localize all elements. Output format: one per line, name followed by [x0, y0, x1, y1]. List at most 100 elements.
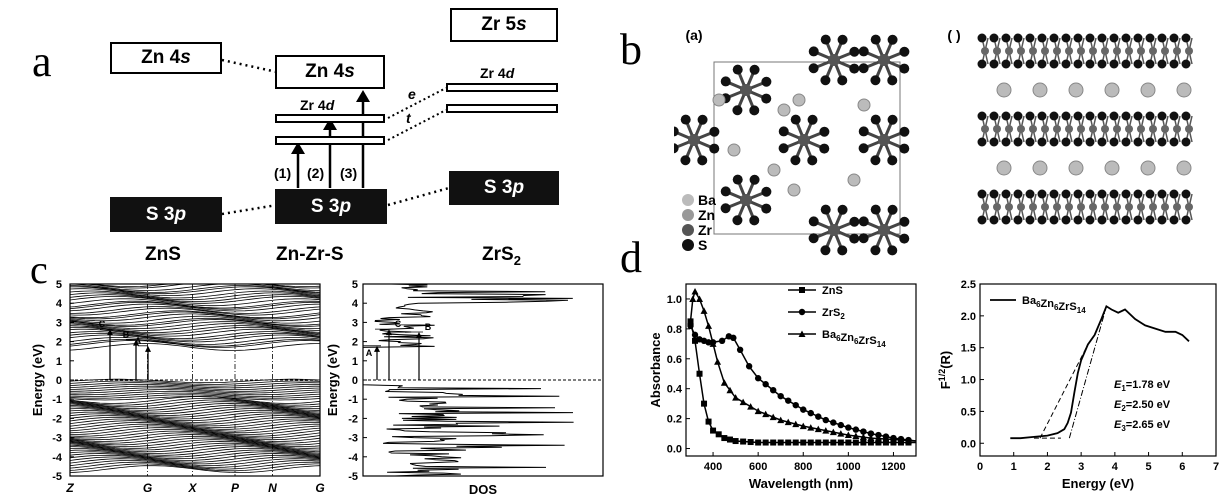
panel-label-a: a	[32, 37, 52, 86]
legend-atom-s	[682, 239, 694, 251]
barium-atom	[847, 173, 861, 187]
y-tick-label: 5	[56, 279, 62, 291]
barium-atom	[1032, 160, 1048, 176]
sulfur-atom	[870, 114, 881, 125]
zinc-atom	[1053, 203, 1061, 211]
data-point-2	[700, 307, 708, 314]
data-point-2	[814, 425, 822, 433]
sulfur-atom	[1145, 33, 1155, 43]
sulfur-atom	[1121, 59, 1131, 69]
plot-frame	[979, 283, 1217, 457]
sulfur-atom	[858, 46, 869, 57]
sulfur-atom	[1013, 189, 1023, 199]
band-line	[69, 307, 321, 316]
data-point-0	[785, 439, 792, 446]
data-point-0	[732, 438, 739, 445]
y-tick-label: 4	[56, 298, 63, 310]
y-tick-label: 0.0	[961, 438, 976, 450]
band-line	[69, 456, 321, 465]
y-tick-label: 0	[56, 375, 62, 387]
zr4d-e-level-center	[275, 114, 385, 123]
sulfur-atom	[1145, 111, 1155, 121]
band-line	[69, 319, 321, 327]
sulfur-atom	[808, 216, 819, 227]
zinc-atom	[1185, 125, 1193, 133]
sulfur-atom	[1013, 111, 1023, 121]
data-point-1	[807, 409, 814, 417]
data-point-2	[705, 322, 713, 329]
crystal-structure-image: (a) ( ) Ba Zn Zr S	[668, 27, 1218, 262]
e-label: e	[408, 86, 416, 102]
zr4d-label-center: Zr 4d	[300, 97, 335, 113]
zinc-atom	[1101, 203, 1109, 211]
sulfur-atom	[1061, 137, 1071, 147]
sulfur-atom	[749, 105, 760, 116]
barium-atom	[1140, 160, 1156, 176]
y-tick-label: -5	[348, 471, 358, 483]
band-line	[69, 315, 321, 324]
data-point-0	[692, 337, 699, 344]
y-tick-label: 3	[56, 317, 62, 329]
sulfur-atom	[899, 143, 910, 154]
x-tick-label: 1	[1011, 461, 1017, 473]
band-line	[70, 286, 321, 295]
sulfur-atom	[1085, 215, 1095, 225]
band-line	[69, 382, 321, 387]
band-line	[69, 283, 321, 291]
band-line	[69, 325, 321, 333]
x-tick-label: 1000	[836, 461, 860, 473]
kpoint-label: N	[268, 481, 277, 495]
data-point-1	[860, 428, 867, 435]
barium-atom	[767, 163, 781, 177]
y-axis-title: Energy (eV)	[30, 344, 45, 416]
zinc-atom	[1005, 203, 1013, 211]
legend-label-1: ZrS2	[822, 307, 845, 321]
legend-label-zr: Zr	[698, 222, 713, 238]
plot-frame	[685, 283, 917, 457]
zinc-atom	[798, 134, 810, 146]
crystal-label-a-partial: (a)	[685, 30, 702, 43]
sulfur-atom	[1001, 137, 1011, 147]
band-line	[69, 298, 321, 307]
zinc-atom	[1089, 203, 1097, 211]
dos-chart: -5 -4 -3 -2 -1 0 1 2 3 4 5 A C B DOS Energy (eV)	[325, 279, 604, 497]
sulfur-atom	[1181, 215, 1191, 225]
sulfur-atom	[1145, 189, 1155, 199]
legend-atom-zr	[682, 224, 694, 236]
kpoint-label: G	[315, 481, 324, 495]
band-line	[69, 296, 321, 304]
band-line	[69, 404, 321, 413]
sulfur-atom	[807, 114, 818, 125]
y-tick-label: 0.0	[667, 444, 682, 456]
sulfur-atom	[1085, 59, 1095, 69]
sulfur-atom	[1061, 215, 1071, 225]
zr4d-t-level-right	[446, 104, 558, 113]
sulfur-atom	[837, 75, 848, 86]
sulfur-atom	[1037, 111, 1047, 121]
sulfur-atom	[1133, 137, 1143, 147]
sulfur-atom	[1025, 59, 1035, 69]
band-line	[69, 423, 320, 432]
y-tick-label: 0.4	[667, 384, 683, 396]
data-point-1	[837, 421, 845, 429]
y-tick-label: -2	[52, 413, 62, 425]
band-line	[69, 439, 321, 447]
sulfur-atom	[870, 34, 881, 45]
sulfur-atom	[1169, 33, 1179, 43]
data-point-0	[830, 439, 837, 446]
data-point-0	[852, 439, 859, 446]
legend-atom-zn	[682, 209, 694, 221]
data-point-2	[889, 436, 897, 443]
barium-atom	[792, 93, 806, 107]
sulfur-atom	[1133, 215, 1143, 225]
sulfur-atom	[1049, 215, 1059, 225]
data-point-1	[815, 413, 822, 420]
sulfur-atom	[1181, 59, 1191, 69]
sulfur-atom	[977, 215, 987, 225]
material-zn-zr-s: Zn-Zr-S	[276, 244, 344, 265]
sulfur-atom	[808, 63, 819, 74]
band-line	[69, 465, 321, 473]
x-axis-title: Wavelength (nm)	[749, 476, 853, 491]
zinc-atom	[1125, 47, 1133, 55]
